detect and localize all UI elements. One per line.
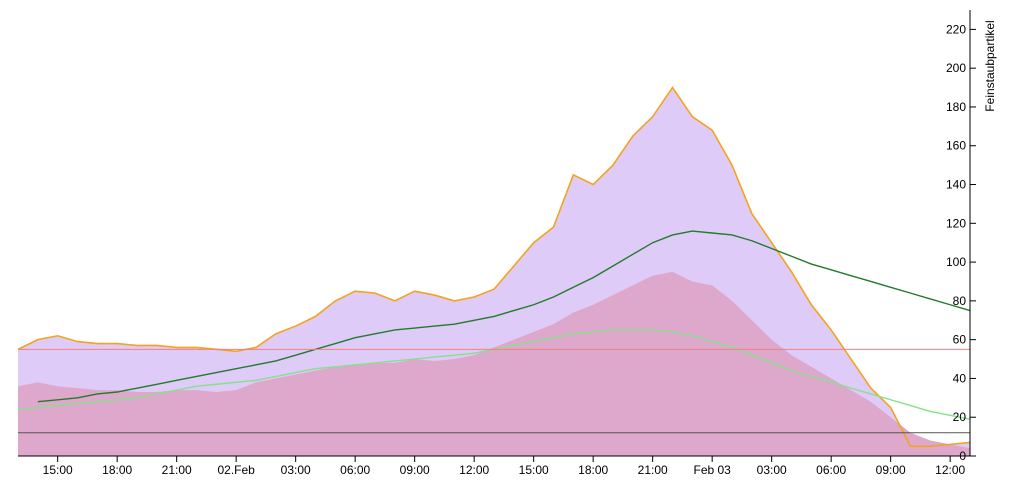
x-tick: 03:00 [281,456,311,477]
x-tick-label: 21:00 [162,463,192,477]
x-tick: 12:00 [459,456,490,477]
raw-line [17,86,971,448]
y-tick: 20 [953,410,976,424]
x-tick: Feb 03 [693,456,731,477]
x-tick: 06:00 [816,456,847,477]
y-tick-label: 180 [946,100,966,114]
x-tick-label: 18:00 [578,463,608,477]
x-tick: 15:00 [43,456,73,477]
y-tick-label: 20 [953,410,967,424]
x-tick: 18:00 [578,456,609,477]
x-tick-label: 03:00 [281,463,311,477]
x-tick-label: 18:00 [102,463,132,477]
y-tick: 180 [946,100,976,114]
x-tick: 18:00 [102,456,133,477]
y-tick: 40 [953,371,976,385]
x-tick-label: 09:00 [876,463,906,477]
x-tick: 09:00 [400,456,430,477]
x-tick-label: 06:00 [340,463,370,477]
x-tick: 21:00 [638,456,668,477]
threshold-lines [18,348,970,434]
y-tick: 200 [946,61,976,75]
y-tick-label: 40 [953,371,967,385]
x-tick: 09:00 [876,456,906,477]
y-tick: 220 [946,22,976,36]
y-axis-label: Feinstaubpartikel [983,20,997,111]
y-tick: 80 [953,294,976,308]
x-tick-label: 12:00 [459,463,489,477]
y-tick-label: 140 [946,178,966,192]
y-tick: 60 [953,333,976,347]
x-tick: 02.Feb [217,456,255,477]
y-tick-label: 100 [946,255,966,269]
y-tick-label: 160 [946,139,966,153]
y-tick-label: 80 [953,294,967,308]
y-tick: 160 [946,139,976,153]
x-tick: 12:00 [935,456,966,477]
y-tick: 0 [959,449,976,463]
dark-green-line [37,230,971,403]
x-axis: 15:00 18:00 21:00 02.Feb 03:00 06:00 09:00 12:0… [18,455,970,477]
x-tick: 21:00 [162,456,192,477]
lower-area [18,271,970,456]
x-tick-label: Feb 03 [693,463,731,477]
x-tick: 06:00 [340,456,371,477]
x-tick: 03:00 [757,456,787,477]
y-tick: 120 [946,216,976,230]
y-tick-label: 200 [946,61,966,75]
x-tick-label: 02.Feb [217,463,255,477]
y-tick-label: 0 [959,449,966,463]
y-tick: 140 [946,178,976,192]
x-tick: 15:00 [519,456,549,477]
x-tick-label: 15:00 [519,463,549,477]
x-tick-label: 03:00 [757,463,787,477]
y-tick-label: 60 [953,333,967,347]
plot-area [18,87,970,456]
x-tick-label: 12:00 [935,463,965,477]
x-tick-label: 06:00 [816,463,846,477]
y-tick-label: 220 [946,22,966,36]
x-tick-label: 15:00 [43,463,73,477]
y-tick: 100 [946,255,976,269]
x-tick-label: 21:00 [638,463,668,477]
x-tick-label: 09:00 [400,463,430,477]
y-axis: 0 20 40 60 80 100 120 140 160 180 200 220 [946,10,976,463]
y-tick-label: 120 [946,216,966,230]
